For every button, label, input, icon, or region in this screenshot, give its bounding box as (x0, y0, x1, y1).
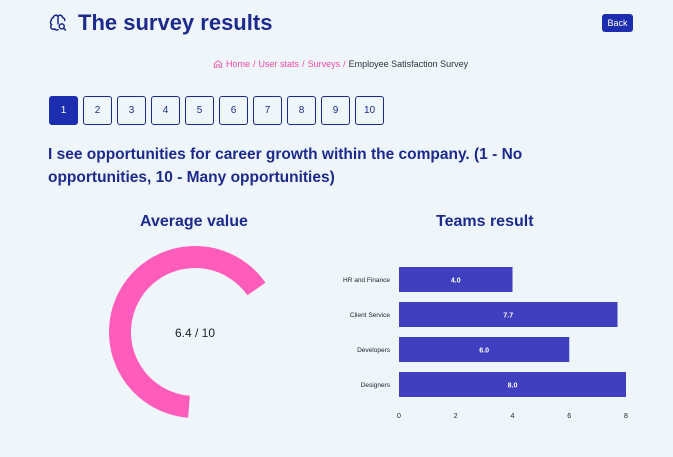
bar-hr-and-finance (399, 267, 513, 292)
average-arc (109, 246, 266, 418)
page-title: The survey results (78, 10, 273, 35)
breadcrumb-separator: / (302, 59, 305, 69)
home-icon (213, 60, 223, 68)
teams-bar-chart: 4.0 HR and Finance 7.7 Client Service 6.0 Dev… (343, 267, 628, 420)
x-tick-label: 0 (397, 413, 401, 420)
breadcrumb-separator: / (253, 59, 256, 69)
bar-value-label: 7.7 (503, 313, 513, 320)
average-heading: Average value (140, 213, 248, 230)
bar-developers (399, 337, 570, 362)
bar-client-service (399, 302, 618, 327)
category-label: Client Service (350, 312, 390, 319)
breadcrumb-surveys[interactable]: Surveys (307, 59, 341, 69)
breadcrumb-home[interactable]: Home (226, 59, 251, 69)
page-header: The survey results (48, 10, 272, 36)
bar-value-label: 4.0 (451, 278, 461, 285)
category-label: HR and Finance (343, 277, 390, 284)
breadcrumb-user-stats[interactable]: User stats (258, 59, 300, 69)
bar-designers (399, 372, 626, 397)
average-value-label: 6.4 / 10 (175, 326, 215, 340)
bar-value-label: 6.0 (479, 348, 489, 355)
page-button-6[interactable]: 6 (219, 96, 248, 125)
page-button-7[interactable]: 7 (253, 96, 282, 125)
page-button-4[interactable]: 4 (151, 96, 180, 125)
breadcrumb-current: Employee Satisfaction Survey (348, 59, 469, 69)
x-tick-label: 4 (511, 413, 515, 420)
page-button-9[interactable]: 9 (321, 96, 350, 125)
x-tick-label: 6 (567, 413, 571, 420)
category-label: Designers (361, 382, 391, 389)
bar-value-label: 8.0 (508, 383, 518, 390)
average-donut-chart: 6.4 / 10 (109, 246, 266, 418)
page-button-5[interactable]: 5 (185, 96, 214, 125)
question-pagination: 1 2 3 4 5 6 7 8 9 10 (49, 96, 384, 125)
page-button-10[interactable]: 10 (355, 96, 384, 125)
breadcrumb-separator: / (343, 59, 346, 69)
page-button-8[interactable]: 8 (287, 96, 316, 125)
page-button-1[interactable]: 1 (49, 96, 78, 125)
page-button-3[interactable]: 3 (117, 96, 146, 125)
question-text: I see opportunities for career growth wi… (48, 146, 523, 186)
x-tick-label: 8 (624, 413, 628, 420)
x-tick-label: 2 (454, 413, 458, 420)
teams-heading: Teams result (436, 213, 534, 230)
back-button[interactable]: Back (602, 14, 633, 32)
breadcrumb: Home / User stats / Surveys / Employee S… (213, 59, 468, 69)
page-button-2[interactable]: 2 (83, 96, 112, 125)
brain-search-icon (49, 14, 67, 31)
category-label: Developers (357, 347, 391, 354)
